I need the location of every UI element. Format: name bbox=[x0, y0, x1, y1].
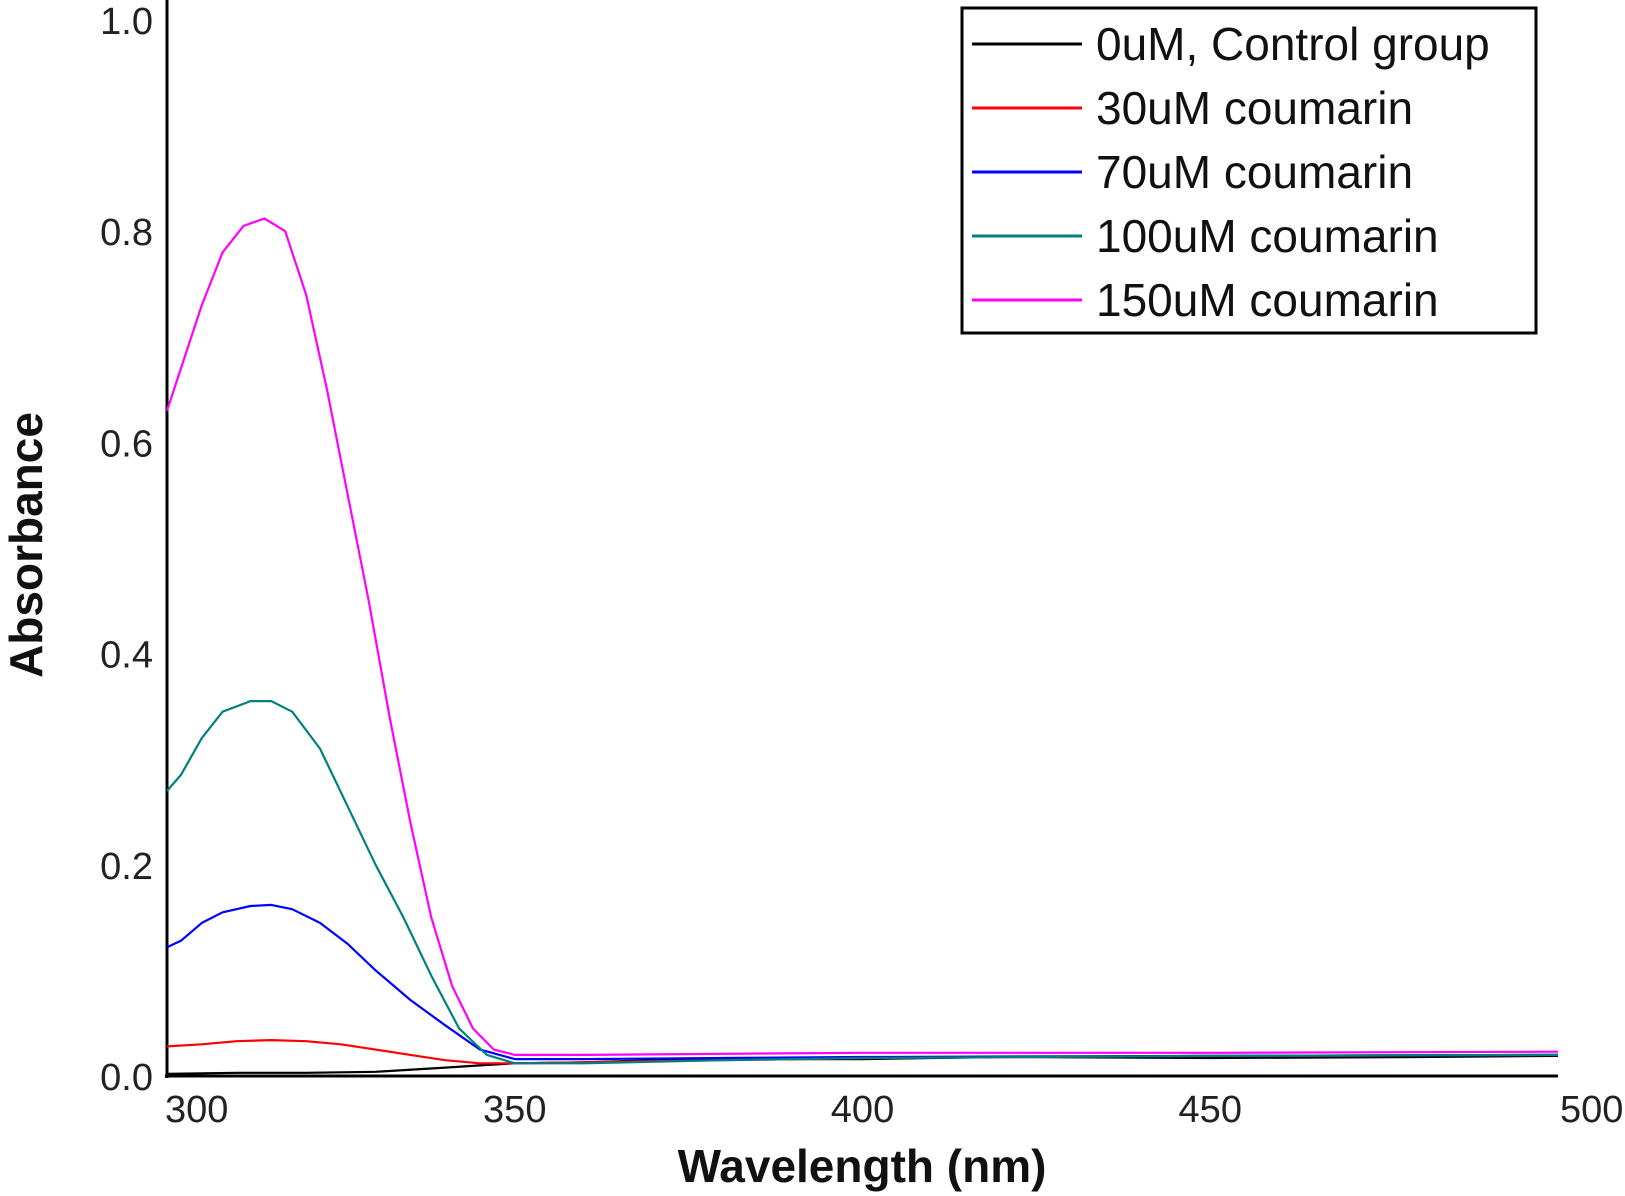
y-tick-label: 0.4 bbox=[100, 635, 153, 677]
legend-label: 0uM, Control group bbox=[1096, 18, 1490, 70]
legend-label: 70uM coumarin bbox=[1096, 146, 1413, 198]
x-tick-label: 350 bbox=[483, 1089, 546, 1131]
y-tick-label: 1.0 bbox=[100, 1, 153, 43]
y-tick-label: 0.6 bbox=[100, 423, 153, 465]
x-tick-label: 450 bbox=[1179, 1089, 1242, 1131]
series-line bbox=[166, 699, 1559, 1065]
x-axis-ticks: 300 350 400 450 500 bbox=[165, 1089, 1623, 1131]
legend-label: 100uM coumarin bbox=[1096, 210, 1439, 262]
legend: 0uM, Control group 30uM coumarin 70uM coum… bbox=[960, 6, 1538, 335]
y-tick-label: 0.2 bbox=[100, 846, 153, 888]
y-tick-label: 0.8 bbox=[100, 212, 153, 254]
y-axis-title: Absorbance bbox=[0, 412, 52, 678]
axes bbox=[165, 0, 1558, 1078]
series-line bbox=[166, 903, 1559, 1061]
x-tick-label: 500 bbox=[1560, 1089, 1623, 1131]
y-axis-ticks: 0.0 0.2 0.4 0.6 0.8 1.0 bbox=[100, 1, 153, 1099]
legend-label: 150uM coumarin bbox=[1096, 274, 1439, 326]
legend-label: 30uM coumarin bbox=[1096, 82, 1413, 134]
y-tick-label: 0.0 bbox=[100, 1057, 153, 1099]
x-tick-label: 300 bbox=[165, 1089, 228, 1131]
x-tick-label: 400 bbox=[831, 1089, 894, 1131]
series-lines bbox=[165, 217, 1559, 1075]
series-line bbox=[165, 217, 1559, 1057]
x-axis-title: Wavelength (nm) bbox=[678, 1140, 1047, 1192]
